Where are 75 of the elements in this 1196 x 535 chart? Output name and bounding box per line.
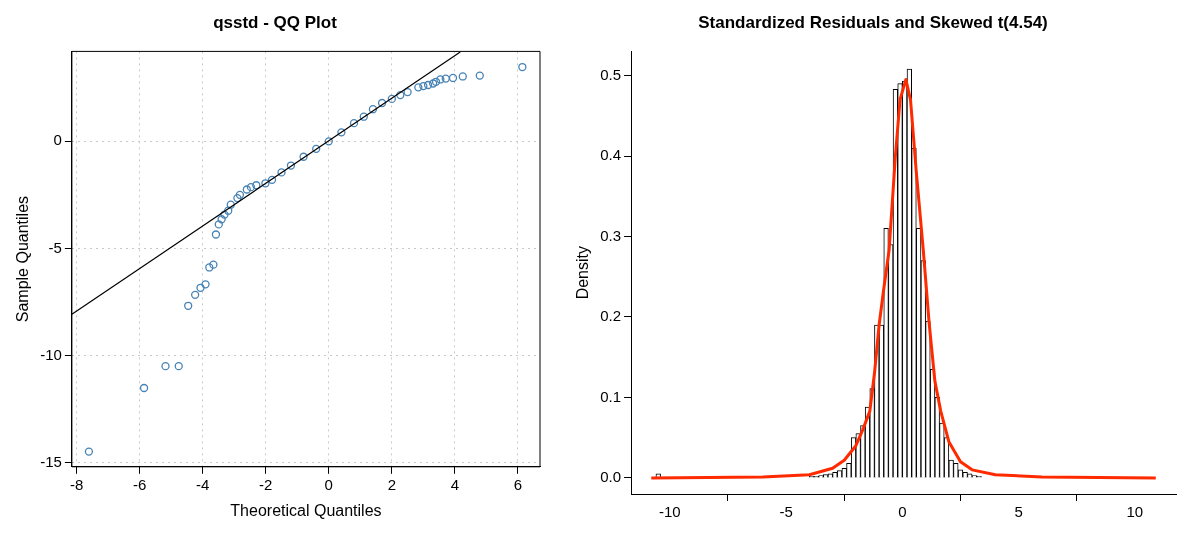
x-tick-label: -5 — [779, 503, 793, 521]
point — [324, 137, 333, 146]
point — [423, 80, 433, 90]
y-tick-label: -15 — [40, 452, 62, 470]
point — [368, 105, 378, 114]
point — [217, 215, 226, 224]
point — [267, 175, 277, 185]
point — [458, 72, 467, 81]
x-tick-label: 10 — [1126, 503, 1144, 521]
y-tick-label: 0.2 — [600, 307, 622, 325]
point — [387, 94, 396, 104]
point — [349, 118, 359, 128]
point — [235, 190, 245, 200]
y-tick-label: 0.4 — [600, 146, 622, 164]
chart-title: Standardized Residuals and Skewed t(4.54) — [698, 12, 1048, 32]
y-tick-label: -10 — [40, 345, 62, 363]
point — [139, 383, 149, 393]
point — [431, 77, 441, 86]
point — [359, 112, 368, 121]
point — [224, 206, 233, 215]
point — [214, 220, 223, 229]
point — [299, 152, 308, 161]
point — [201, 280, 210, 289]
y-tick-label: -5 — [48, 238, 62, 256]
point — [211, 230, 221, 239]
point — [233, 193, 242, 203]
point — [226, 200, 235, 209]
point — [312, 144, 321, 153]
point — [441, 74, 450, 83]
point — [261, 179, 270, 188]
x-tick-label: 0 — [324, 475, 333, 493]
point — [184, 301, 193, 310]
x-tick-label: 2 — [387, 475, 397, 493]
point — [414, 83, 423, 92]
point — [518, 62, 527, 72]
point — [246, 183, 256, 192]
y-axis-title: Sample Quantiles — [14, 195, 32, 323]
point — [174, 362, 183, 371]
point — [396, 90, 405, 100]
point — [428, 79, 438, 88]
point — [377, 98, 387, 108]
point — [209, 260, 218, 269]
point — [161, 362, 170, 371]
point — [220, 210, 229, 219]
point — [252, 181, 261, 190]
x-tick-label: -10 — [659, 503, 681, 521]
point — [190, 290, 200, 300]
y-tick-label: 0 — [53, 131, 62, 149]
x-tick-label: 0 — [898, 503, 907, 521]
x-tick-label: -2 — [259, 475, 273, 493]
y-tick-label: 0.1 — [600, 387, 622, 405]
y-tick-label: 0.5 — [600, 65, 622, 83]
x-tick-label: 4 — [450, 475, 460, 493]
point — [205, 263, 214, 272]
point — [448, 73, 458, 83]
point — [286, 161, 296, 170]
point — [84, 447, 94, 456]
y-tick-label: 0.3 — [600, 226, 622, 244]
x-tick-label: 6 — [513, 475, 523, 493]
point — [196, 283, 205, 292]
point — [337, 128, 346, 137]
point — [475, 71, 484, 80]
point — [403, 87, 412, 97]
y-tick-label: 0.0 — [600, 468, 622, 486]
x-tick-label: -8 — [69, 475, 84, 493]
x-tick-label: -6 — [132, 475, 147, 493]
point — [242, 185, 251, 194]
point — [277, 168, 286, 177]
x-tick-label: -4 — [196, 475, 210, 493]
point — [436, 75, 445, 84]
chart-title: qsstd - QQ Plot — [213, 12, 338, 32]
point — [419, 81, 428, 91]
x-tick-label: 5 — [1014, 503, 1023, 521]
x-axis-title: Theoretical Quantiles — [230, 501, 382, 519]
y-axis-title: Density — [574, 246, 592, 300]
